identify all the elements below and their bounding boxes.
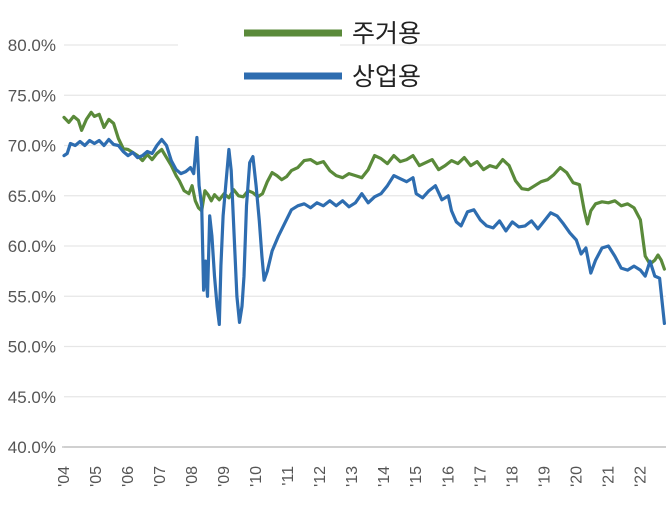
x-tick-label: '11	[280, 466, 297, 486]
x-axis-ticks: '04 '05 '06 '07 '08 '09 '10 '11 '12 '13 '14 '15 '16 '…	[56, 466, 649, 487]
y-tick-label: 60.0%	[8, 237, 56, 256]
y-tick-label: 70.0%	[8, 137, 56, 156]
y-axis-ticks: 80.0% 75.0% 70.0% 65.0% 60.0% 55.0% 50.0% 45.0%…	[8, 36, 56, 457]
x-tick-label: '13	[344, 466, 361, 487]
gridlines	[64, 44, 666, 448]
series-line-0	[62, 110, 666, 271]
x-tick-label: '05	[88, 466, 105, 487]
x-tick-label: '17	[472, 466, 489, 487]
y-tick-label: 80.0%	[8, 36, 56, 55]
x-tick-label: '18	[504, 466, 521, 487]
x-tick-label: '20	[568, 466, 585, 487]
y-tick-label: 50.0%	[8, 338, 56, 357]
legend: 주거용 상업용	[178, 19, 421, 91]
x-tick-label: '04	[56, 466, 73, 487]
x-tick-label: '21	[600, 466, 617, 487]
y-tick-label: 55.0%	[8, 287, 56, 306]
y-tick-label: 40.0%	[8, 438, 56, 457]
x-tick-label: '07	[152, 466, 169, 487]
x-tick-label: '14	[376, 466, 393, 487]
x-tick-label: '06	[120, 466, 137, 487]
x-tick-label: '16	[440, 466, 457, 487]
x-tick-label: '12	[312, 466, 329, 487]
x-tick-label: '19	[536, 466, 553, 487]
x-tick-label: '22	[632, 466, 649, 487]
y-tick-label: 45.0%	[8, 388, 56, 407]
legend-label-series-0: 주거용	[352, 19, 421, 48]
series-line-1	[62, 135, 666, 326]
x-tick-label: '15	[408, 466, 425, 487]
series-lines	[62, 110, 666, 326]
legend-label-series-1: 상업용	[352, 62, 421, 91]
x-tick-label: '08	[184, 466, 201, 487]
x-tick-label: '10	[248, 466, 265, 487]
y-tick-label: 75.0%	[8, 86, 56, 105]
y-tick-label: 65.0%	[8, 187, 56, 206]
x-tick-label: '09	[216, 466, 233, 487]
